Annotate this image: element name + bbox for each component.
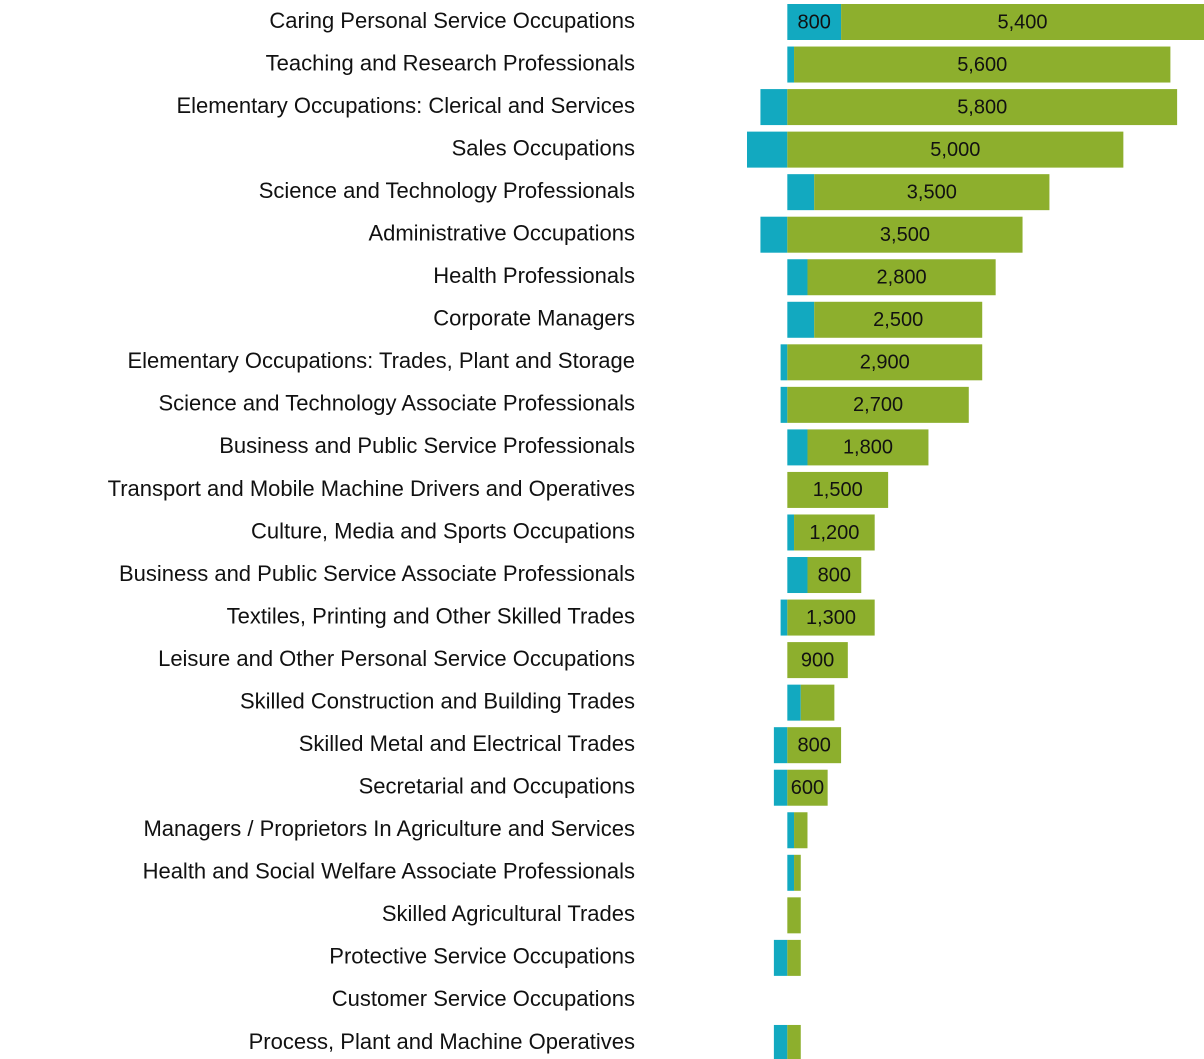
category-label: Elementary Occupations: Trades, Plant an… <box>127 348 635 373</box>
category-label: Leisure and Other Personal Service Occup… <box>158 646 635 671</box>
category-label: Skilled Metal and Electrical Trades <box>299 731 635 756</box>
category-label: Transport and Mobile Machine Drivers and… <box>108 476 635 501</box>
value-label: 800 <box>798 734 831 756</box>
bar-segment <box>787 727 842 764</box>
category-label: Administrative Occupations <box>368 221 635 246</box>
value-label: 3,500 <box>880 224 930 246</box>
category-label: Skilled Construction and Building Trades <box>240 688 635 713</box>
category-label: Health Professionals <box>433 263 635 288</box>
category-label: Culture, Media and Sports Occupations <box>251 518 635 543</box>
value-label: 1,200 <box>809 522 859 544</box>
value-label: 3,500 <box>907 181 957 203</box>
bar-segment <box>807 429 929 466</box>
bar-segment <box>780 386 788 423</box>
bar-segment <box>814 174 1050 211</box>
bar-segment <box>773 1024 788 1059</box>
bar-segment <box>787 89 1178 126</box>
bar-segment <box>787 4 842 40</box>
bar-segment <box>787 897 801 934</box>
category-label: Customer Service Occupations <box>332 986 635 1011</box>
bar-segment <box>787 386 969 423</box>
bar-segment <box>787 344 983 381</box>
value-label: 2,700 <box>853 394 903 416</box>
bar-segment <box>794 812 808 849</box>
value-label: 2,800 <box>877 267 927 289</box>
bar-segment <box>787 174 815 211</box>
value-label: 5,400 <box>998 11 1048 33</box>
bar-segment <box>807 557 862 594</box>
category-label: Science and Technology Associate Profess… <box>158 391 635 416</box>
category-label: Corporate Managers <box>433 306 635 331</box>
category-label: Skilled Agricultural Trades <box>382 901 635 926</box>
bar-segment <box>787 46 795 83</box>
category-label: Caring Personal Service Occupations <box>269 8 635 33</box>
value-label: 800 <box>818 564 851 586</box>
value-label: 900 <box>801 649 834 671</box>
bar-segment <box>787 259 808 296</box>
bar-segment <box>787 599 875 636</box>
bar-segment <box>814 301 983 338</box>
bar-segment <box>773 939 788 976</box>
value-label: 1,800 <box>843 437 893 459</box>
bar-segment <box>794 854 801 891</box>
category-label: Business and Public Service Associate Pr… <box>119 561 635 586</box>
bar-segment <box>787 216 1023 253</box>
bar-segment <box>780 344 788 381</box>
bar-segment <box>760 89 788 126</box>
bar-segment <box>807 259 996 296</box>
bar-segment <box>780 599 788 636</box>
category-label: Managers / Proprietors In Agriculture an… <box>143 816 635 841</box>
bar-segment <box>787 471 889 508</box>
bar-segment <box>787 557 808 594</box>
category-label: Teaching and Research Professionals <box>266 50 635 75</box>
bar-segment <box>787 131 1124 168</box>
value-label: 800 <box>798 11 831 33</box>
value-label: 1,300 <box>806 607 856 629</box>
bar-segment <box>794 46 1171 83</box>
category-label: Sales Occupations <box>452 135 635 160</box>
bar-segment <box>794 514 875 551</box>
bar-segment <box>787 514 795 551</box>
bar-segment <box>787 812 795 849</box>
category-label: Business and Public Service Professional… <box>219 433 635 458</box>
value-label: 2,500 <box>873 309 923 331</box>
bar-segment <box>773 769 788 806</box>
category-label: Process, Plant and Machine Operatives <box>249 1029 635 1054</box>
bar-segment <box>787 301 815 338</box>
category-label: Protective Service Occupations <box>329 944 635 969</box>
category-label: Elementary Occupations: Clerical and Ser… <box>176 93 635 118</box>
bar-segment <box>787 429 808 466</box>
value-label: 1,500 <box>813 479 863 501</box>
bar-segment <box>787 854 795 891</box>
value-label: 5,600 <box>957 54 1007 76</box>
value-label: 5,800 <box>957 96 1007 118</box>
category-label: Secretarial and Occupations <box>359 774 635 799</box>
bar-segment <box>760 216 788 253</box>
bar-segment <box>787 939 801 976</box>
bar-segment <box>747 131 788 168</box>
category-label: Science and Technology Professionals <box>259 178 635 203</box>
bar-segment <box>787 684 801 721</box>
bar-segment <box>787 642 848 679</box>
bar-segment <box>800 684 835 721</box>
bar-segment <box>787 1024 801 1059</box>
bar-segment <box>841 4 1204 40</box>
bar-segment <box>787 769 828 806</box>
category-label: Textiles, Printing and Other Skilled Tra… <box>227 603 635 628</box>
category-label: Health and Social Welfare Associate Prof… <box>143 859 635 884</box>
value-label: 2,900 <box>860 352 910 374</box>
bar-segment <box>773 727 788 764</box>
value-label: 600 <box>791 777 824 799</box>
value-label: 5,000 <box>930 139 980 161</box>
